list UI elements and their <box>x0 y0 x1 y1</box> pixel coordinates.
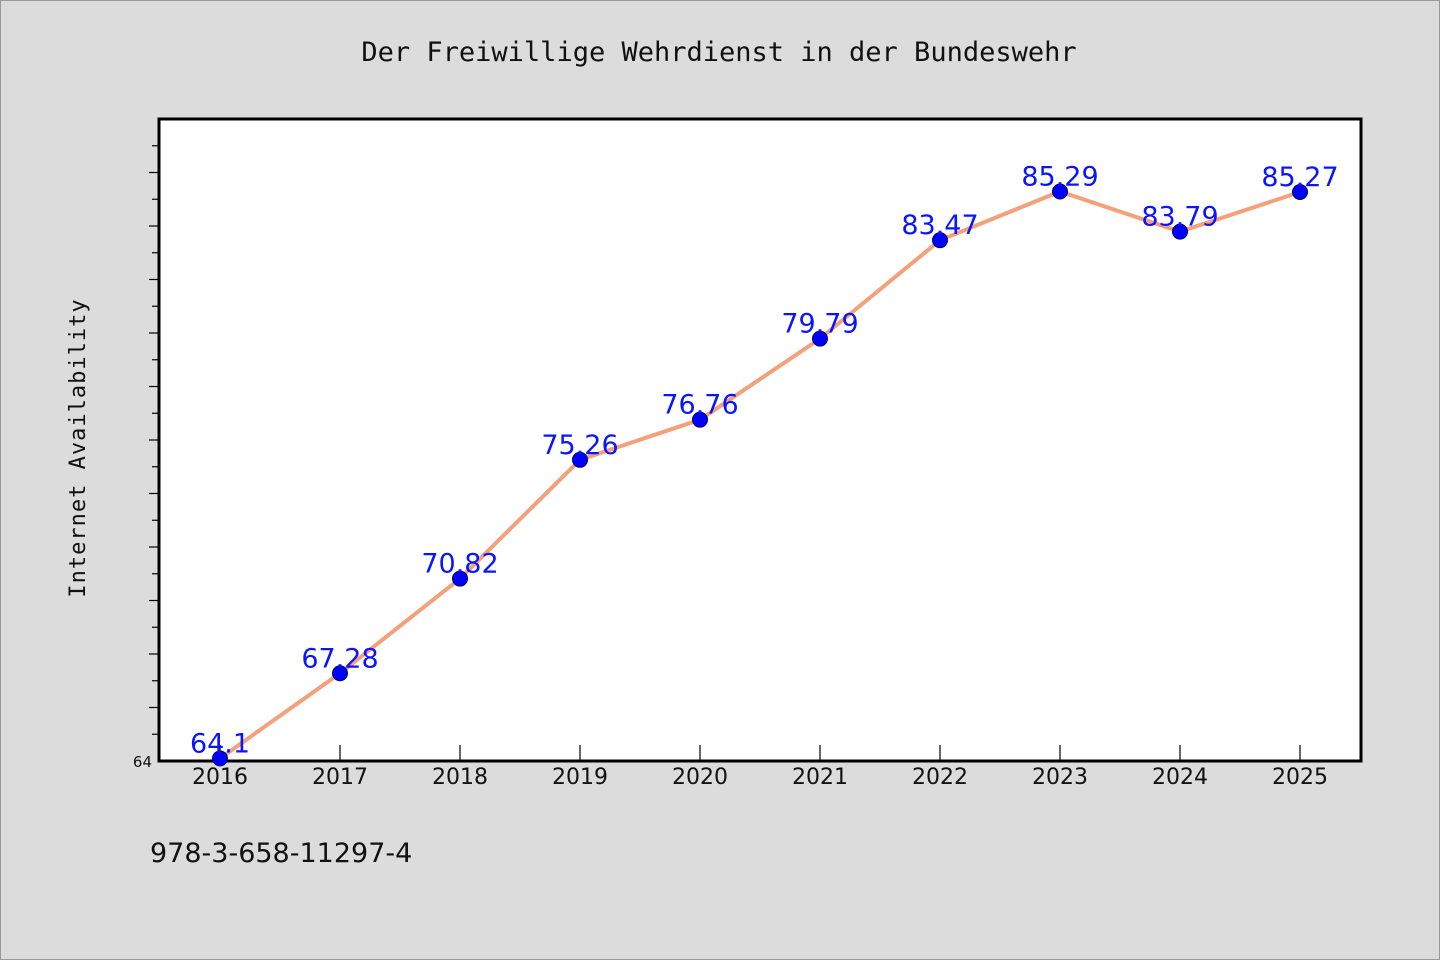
x-tick-label: 2019 <box>552 765 608 790</box>
x-tick-label: 2016 <box>192 765 248 790</box>
data-label: 85.29 <box>1021 161 1098 192</box>
y-axis-label: Internet Availability <box>66 298 91 597</box>
data-point <box>572 451 588 468</box>
series-line <box>218 189 1301 760</box>
data-point <box>212 750 228 767</box>
x-tick-label: 2024 <box>1152 765 1208 790</box>
data-label: 64.1 <box>190 728 250 759</box>
data-point <box>1172 223 1188 240</box>
x-tick-label: 2021 <box>792 765 848 790</box>
data-label: 67.28 <box>301 643 378 674</box>
data-point <box>452 570 468 587</box>
data-label: 75.26 <box>541 430 618 461</box>
data-point <box>812 330 828 347</box>
series-group: 64.1 67.28 70.82 75.26 76.76 79.79 83.47 85.29 8… <box>190 161 1339 767</box>
data-label: 85.27 <box>1261 162 1338 193</box>
x-tick-label: 2020 <box>672 765 728 790</box>
data-point <box>1052 183 1068 200</box>
data-label: 83.79 <box>1141 202 1218 233</box>
footer-isbn: 978-3-658-11297-4 <box>150 838 412 869</box>
x-tick-label: 2018 <box>432 765 488 790</box>
data-label: 83.47 <box>901 210 978 241</box>
data-point <box>932 232 948 249</box>
data-point <box>332 665 348 682</box>
data-label: 79.79 <box>781 309 858 340</box>
x-tick-label: 2023 <box>1032 765 1088 790</box>
x-axis-ticks: 2016 2017 2018 2019 2020 2021 2022 2023 2024 2025 <box>192 745 1328 790</box>
data-point <box>1292 184 1308 201</box>
x-tick-label: 2022 <box>912 765 968 790</box>
chart-title: Der Freiwillige Wehrdienst in der Bundes… <box>361 37 1076 68</box>
data-point <box>692 411 708 428</box>
y-tick-label: 64 <box>133 753 152 771</box>
y-axis-ticks: 64 <box>133 145 159 771</box>
x-tick-label: 2017 <box>312 765 368 790</box>
data-label: 76.76 <box>661 390 738 421</box>
data-label: 70.82 <box>421 549 498 580</box>
x-tick-label: 2025 <box>1272 765 1328 790</box>
